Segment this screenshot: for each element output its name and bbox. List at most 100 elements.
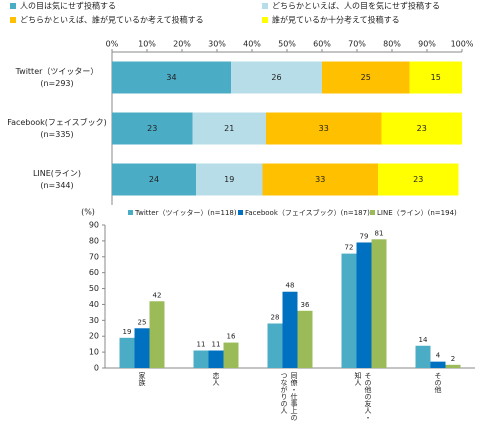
data-label: 42 — [153, 291, 162, 299]
bar-segment — [112, 61, 231, 94]
bar — [134, 328, 150, 368]
legend-swatch — [262, 3, 268, 9]
data-label: 81 — [375, 229, 384, 237]
legend-swatch — [262, 17, 268, 23]
legend-swatch — [10, 3, 16, 9]
data-label: 36 — [301, 301, 310, 309]
y-tick-label: 40 — [89, 300, 99, 309]
y-tick-label: 70 — [89, 252, 99, 261]
legend-label: Facebook（フェイスブック）(n=187) — [245, 208, 370, 217]
data-label: 19 — [224, 175, 234, 184]
data-label: 11 — [197, 341, 206, 349]
x-tick-label: 10% — [138, 40, 156, 49]
data-label: 33 — [315, 175, 325, 184]
x-tick-label: 70% — [348, 40, 366, 49]
data-label: 23 — [147, 124, 157, 133]
bar-segment — [192, 112, 266, 145]
data-label: 79 — [360, 232, 369, 240]
data-label: 19 — [123, 328, 132, 336]
x-tick-label: 家族 — [138, 371, 146, 387]
data-label: 15 — [431, 73, 441, 82]
y-axis-label: (%) — [81, 208, 95, 217]
x-tick-label: 40% — [243, 40, 261, 49]
data-label: 4 — [436, 352, 441, 360]
bar-segment — [409, 61, 462, 94]
bar — [356, 242, 372, 368]
legend-label: 人の目は気にせず投稿する — [20, 1, 116, 11]
y-tick-label: 30 — [89, 316, 99, 325]
data-label: 14 — [419, 336, 428, 344]
y-tick-label: 10 — [89, 348, 99, 357]
bar-segment — [262, 163, 378, 196]
bar — [371, 239, 387, 368]
sample-size: (n=335) — [40, 130, 73, 139]
x-tick-label: 恋人 — [212, 371, 220, 386]
bar-segment — [196, 163, 263, 196]
y-tick-label: 90 — [89, 221, 99, 230]
x-tick-label: 90% — [418, 40, 436, 49]
data-label: 25 — [361, 73, 371, 82]
x-tick-label: 50% — [278, 40, 296, 49]
x-tick-label: その他 — [434, 372, 442, 394]
legend-label: Twitter（ツイッター）(n=118) — [134, 208, 237, 217]
bar-segment — [112, 112, 193, 145]
category-label: Twitter（ツイッター） — [15, 67, 99, 76]
legend-label: 誰が見ているか十分考えて投稿する — [272, 15, 400, 25]
legend-label: LINE（ライン）(n=194) — [377, 209, 457, 217]
bar-segment — [378, 163, 459, 196]
x-tick-label: 0% — [106, 40, 119, 49]
data-label: 2 — [451, 355, 455, 363]
x-tick-label: その他の友人・知人 — [354, 371, 372, 421]
bar — [193, 350, 209, 368]
bar-segment — [112, 163, 196, 196]
data-label: 24 — [149, 175, 159, 184]
legend-swatch — [370, 210, 375, 215]
bar-segment — [381, 112, 462, 145]
bar — [208, 350, 224, 368]
data-label: 11 — [212, 341, 221, 349]
data-label: 21 — [224, 124, 234, 133]
x-tick-label: 80% — [383, 40, 401, 49]
legend-swatch — [10, 17, 16, 23]
x-tick-label: 20% — [173, 40, 191, 49]
bar — [119, 337, 135, 368]
category-label: Facebook(フェイスブック) — [7, 117, 107, 127]
data-label: 23 — [413, 175, 423, 184]
y-tick-label: 60 — [89, 268, 99, 277]
bar — [223, 342, 239, 368]
data-label: 48 — [286, 282, 295, 290]
data-label: 26 — [271, 73, 281, 82]
data-label: 33 — [319, 124, 329, 133]
data-label: 16 — [227, 333, 236, 341]
bar — [267, 323, 283, 368]
bar — [149, 301, 165, 368]
bar — [430, 361, 446, 368]
y-tick-label: 80 — [89, 236, 99, 245]
legend-swatch — [128, 210, 133, 215]
y-tick-label: 20 — [89, 332, 99, 341]
bar-segment — [231, 61, 322, 94]
legend-swatch — [238, 210, 243, 215]
data-label: 25 — [138, 318, 147, 326]
sample-size: (n=293) — [40, 79, 73, 88]
x-tick-label: 100% — [451, 40, 474, 49]
bar — [341, 253, 357, 368]
legend-label: どちらかといえば、人の目を気にせず投稿する — [272, 1, 440, 11]
bar-segment — [322, 61, 410, 94]
bar — [445, 364, 461, 368]
y-tick-label: 0 — [94, 364, 99, 373]
bar-segment — [266, 112, 382, 145]
x-tick-label: 60% — [313, 40, 331, 49]
data-label: 28 — [271, 314, 280, 322]
bar — [282, 291, 298, 368]
sample-size: (n=344) — [40, 181, 73, 190]
x-tick-label: 同僚・仕事上のつながりの人 — [280, 372, 298, 421]
data-label: 34 — [166, 73, 176, 82]
category-label: LINE(ライン) — [33, 169, 81, 178]
x-tick-label: 30% — [208, 40, 226, 49]
y-tick-label: 50 — [89, 284, 99, 293]
bar — [297, 310, 313, 368]
legend-label: どちらかといえば、誰が見ているか考えて投稿する — [20, 15, 204, 25]
bar — [415, 345, 431, 368]
